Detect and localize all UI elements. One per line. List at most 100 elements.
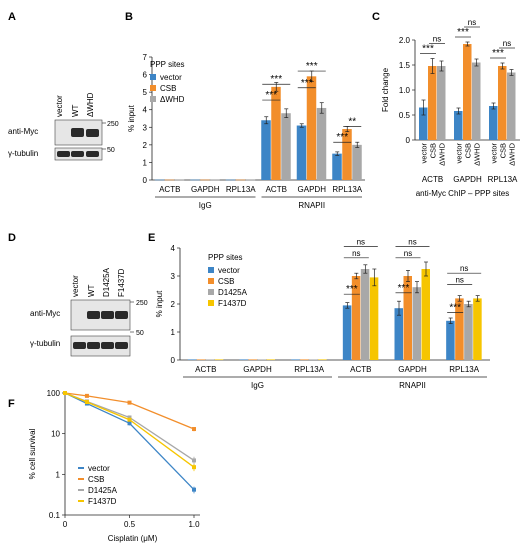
chart-c-ytick-label: 2.0 xyxy=(399,36,411,45)
chart-f-point xyxy=(127,400,132,405)
chart-e-bar xyxy=(291,359,300,361)
chart-f-point xyxy=(63,391,67,395)
blot-a-marker-50: 50 xyxy=(107,147,115,154)
blot-d-tub-band-3 xyxy=(101,342,114,349)
chart-e-legend-title: PPP sites xyxy=(208,253,243,262)
chart-e-sig-label: *** xyxy=(449,302,461,313)
chart-c-bar xyxy=(498,66,507,140)
chart-c-ylabel: Fold change xyxy=(381,67,390,112)
chart-f-ytick-label: 100 xyxy=(47,389,61,398)
chart-e-sig-label: ns xyxy=(404,249,412,258)
chart-e-bar xyxy=(369,277,379,360)
chart-b-ytick-label: 5 xyxy=(143,88,148,97)
blot-a-tub-band-1 xyxy=(57,151,70,157)
panel-letter-c: C xyxy=(372,11,380,23)
chart-e-legend-label: vector xyxy=(218,266,240,275)
chart-b-bar xyxy=(281,113,291,180)
blot-a-myc-band-dwhd xyxy=(86,129,99,137)
chart-c-bar xyxy=(489,106,498,140)
blot-a-lane-vector: vector xyxy=(55,95,64,117)
chart-e-bar xyxy=(239,359,248,361)
chart-c-category-label: RPL13A xyxy=(488,175,518,184)
chart-f-point xyxy=(127,417,132,422)
chart-e-bar xyxy=(214,359,224,361)
chart-f-point xyxy=(84,400,89,405)
chart-f-legend-label: F1437D xyxy=(88,497,117,506)
western-blot-a: vector WT ΔWHD anti-Myc γ-tubulin 250 50 xyxy=(8,92,119,161)
chart-e-sig-label: ns xyxy=(357,238,365,247)
chart-f-legend-label: vector xyxy=(88,464,110,473)
chart-f: 0.1 1 10 100 0 0.5 1.0 % cell survival Cisplatin… xyxy=(28,389,200,543)
chart-e-category-label: ACTB xyxy=(195,365,216,374)
blot-a-myc-band-wt xyxy=(71,128,84,137)
chart-f-legend-label: CSB xyxy=(88,475,104,484)
chart-b-bar xyxy=(210,179,220,181)
chart-e-ytick-label: 0 xyxy=(171,356,176,365)
chart-f-ylabel: % cell survival xyxy=(28,428,37,479)
chart-c-sig-label: ns xyxy=(433,35,441,44)
chart-b-bar xyxy=(154,179,165,181)
chart-f-series-line xyxy=(64,392,195,491)
chart-f-series-line xyxy=(64,392,195,430)
blot-a-tub-band-3 xyxy=(86,151,99,157)
chart-f-xtick-label: 1.0 xyxy=(188,520,200,529)
western-blot-d: vector WT D1425A F1437D anti-Myc γ-tubul… xyxy=(30,267,148,357)
chart-b-bar xyxy=(316,107,327,180)
chart-b-sig-label: *** xyxy=(270,74,282,85)
chart-e-bar xyxy=(446,320,455,360)
chart-e-legend-label: CSB xyxy=(218,277,234,286)
chart-b-category-label: GAPDH xyxy=(191,185,220,194)
chart-b-bar xyxy=(342,129,352,180)
chart-b-bar xyxy=(332,153,342,180)
chart-e-ytick-label: 2 xyxy=(171,300,176,309)
chart-e-bar xyxy=(187,359,197,361)
chart-c-bar-label: vector xyxy=(420,143,429,164)
blot-d-tub-band-4 xyxy=(115,342,128,349)
chart-b-ytick-label: 7 xyxy=(143,53,148,62)
blot-a-row-tubulin: γ-tubulin xyxy=(8,149,38,158)
blot-a-tub-band-2 xyxy=(71,151,84,157)
chart-e-bar xyxy=(196,359,206,361)
blot-d-tub-band-2 xyxy=(87,342,100,349)
chart-e-group-label: IgG xyxy=(251,381,264,390)
chart-e-sig-label: ns xyxy=(352,249,360,258)
chart-b-ytick-label: 0 xyxy=(143,176,148,185)
blot-a-row-antimyc: anti-Myc xyxy=(8,127,38,136)
chart-b-ytick-label: 1 xyxy=(143,158,148,167)
chart-b-category-label: ACTB xyxy=(266,185,287,194)
chart-e-sig-label: *** xyxy=(398,283,410,294)
chart-f-xtick-label: 0.5 xyxy=(124,520,136,529)
chart-b-legend-label: ΔWHD xyxy=(160,95,185,104)
chart-e-bar xyxy=(403,276,412,360)
blot-d-myc-band-d1425a xyxy=(101,311,114,319)
chart-f-ytick-label: 1 xyxy=(56,470,61,479)
chart-b-bar xyxy=(174,179,185,181)
chart-b-bar xyxy=(225,179,236,181)
blot-a-lane-dwhd: ΔWHD xyxy=(86,92,95,117)
chart-b-legend-swatch xyxy=(150,85,156,91)
chart-c-bar xyxy=(463,44,472,140)
chart-b-sig-label: *** xyxy=(265,90,277,101)
chart-e-legend-swatch xyxy=(208,278,214,284)
chart-e-category-label: GAPDH xyxy=(243,365,272,374)
chart-e-sig-label: ns xyxy=(455,275,463,284)
chart-b-bar xyxy=(235,179,246,181)
chart-f-point xyxy=(192,458,196,463)
chart-f-point xyxy=(192,465,196,470)
chart-c-sig-label: *** xyxy=(422,44,434,55)
chart-c-xlabel: anti-Myc ChIP – PPP sites xyxy=(416,189,510,198)
chart-c-bar-label: ΔWHD xyxy=(508,142,517,166)
chart-c-bar-label: vector xyxy=(455,143,464,164)
chart-e-bar xyxy=(300,359,309,361)
chart-e-legend-label: F1437D xyxy=(218,299,247,308)
chart-e-bar xyxy=(464,304,473,360)
chart-e-legend-swatch xyxy=(208,267,214,273)
chart-c-sig-label: ns xyxy=(468,18,476,27)
chart-f-legend-label: D1425A xyxy=(88,486,118,495)
chart-b-bar xyxy=(200,179,210,181)
chart-b-bar xyxy=(296,125,307,180)
chart-f-point xyxy=(192,427,196,432)
chart-c-bar xyxy=(437,66,446,140)
chart-b-ylabel: % input xyxy=(127,104,136,131)
